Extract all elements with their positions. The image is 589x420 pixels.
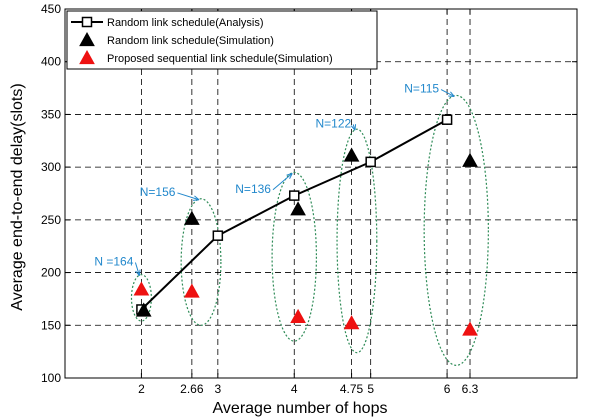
y-tick-label: 400 (41, 55, 61, 69)
data-point-triangle (343, 315, 360, 330)
annotation-label: N =164 (94, 255, 133, 269)
annotation-arrowhead (350, 124, 357, 131)
y-tick-label: 300 (41, 160, 61, 174)
plot-frame (64, 8, 578, 379)
axis-ticks: 100 150 200 250 300 350 400 450 2 2.66 3 4 4.75 5 6 6.3 (41, 2, 577, 396)
annotation-ellipse (336, 128, 378, 354)
annotation-arrow (440, 89, 455, 97)
legend-box (66, 10, 378, 70)
y-tick-label: 100 (41, 371, 61, 385)
x-tick-label: 5 (367, 382, 374, 396)
data-point-triangle (135, 302, 152, 317)
annotation-label: N=136 (235, 182, 271, 196)
legend-entry-label: Proposed sequential link schedule(Simula… (107, 53, 333, 65)
data-point-square (212, 230, 224, 241)
annotation-arrow (272, 173, 293, 191)
annotation-arrowhead (286, 172, 293, 179)
legend-entry-label: Random link schedule(Analysis) (107, 17, 264, 29)
annotations: N =164 N=156 N=136 N=122 N=115 (94, 82, 455, 277)
annotation-ellipse (271, 171, 318, 342)
data-point-triangle (343, 147, 360, 162)
data-point-triangle (462, 152, 478, 167)
data-point-triangle (290, 308, 306, 323)
legend-entry-label: Random link schedule(Simulation) (107, 35, 274, 47)
series-layer (133, 114, 478, 336)
x-tick-label: 4.75 (340, 382, 364, 396)
data-point-square (365, 156, 376, 168)
annotation-ellipse (180, 198, 222, 326)
annotation-arrow (177, 192, 200, 201)
annotation-ellipse (130, 274, 152, 322)
annotation-arrowhead (193, 195, 200, 201)
grid (65, 9, 577, 378)
annotation-arrowhead (135, 269, 141, 277)
x-tick-label: 4 (291, 382, 298, 396)
data-point-triangle (290, 201, 306, 216)
data-point-triangle (184, 210, 200, 225)
annotation-arrowhead (448, 91, 455, 97)
y-tick-label: 350 (41, 107, 61, 121)
legend: Random link schedule(Analysis) Random lin… (66, 10, 378, 70)
data-point-triangle (133, 281, 150, 296)
series-2 (133, 281, 478, 336)
series-1 (135, 147, 478, 317)
annotation-arrow (134, 262, 140, 276)
annotation-label: N=122 (316, 116, 352, 130)
annotation-label: N=156 (140, 185, 176, 199)
y-tick-label: 200 (41, 266, 61, 280)
y-tick-label: 450 (41, 2, 61, 16)
x-axis-label: Average number of hops (213, 400, 388, 417)
legend-marker-triangle (79, 31, 95, 47)
annotation-ellipses (130, 94, 489, 366)
annotation-ellipse (423, 94, 489, 366)
data-point-square (441, 114, 453, 125)
legend-marker-square (81, 16, 93, 28)
data-point-square (289, 190, 300, 201)
data-point-triangle (462, 321, 478, 336)
legend-marker-triangle (79, 49, 95, 65)
x-tick-label: 2.66 (180, 382, 204, 396)
y-tick-label: 250 (41, 213, 61, 227)
annotation-label: N=115 (404, 82, 439, 96)
data-point-triangle (184, 283, 200, 298)
y-tick-label: 150 (41, 318, 61, 332)
y-axis-label: Average end-to-end delay(slots) (9, 83, 26, 310)
x-tick-label: 6 (444, 382, 451, 396)
x-tick-label: 6.3 (462, 382, 479, 396)
x-tick-label: 3 (214, 382, 221, 396)
x-tick-label: 2 (138, 382, 145, 396)
